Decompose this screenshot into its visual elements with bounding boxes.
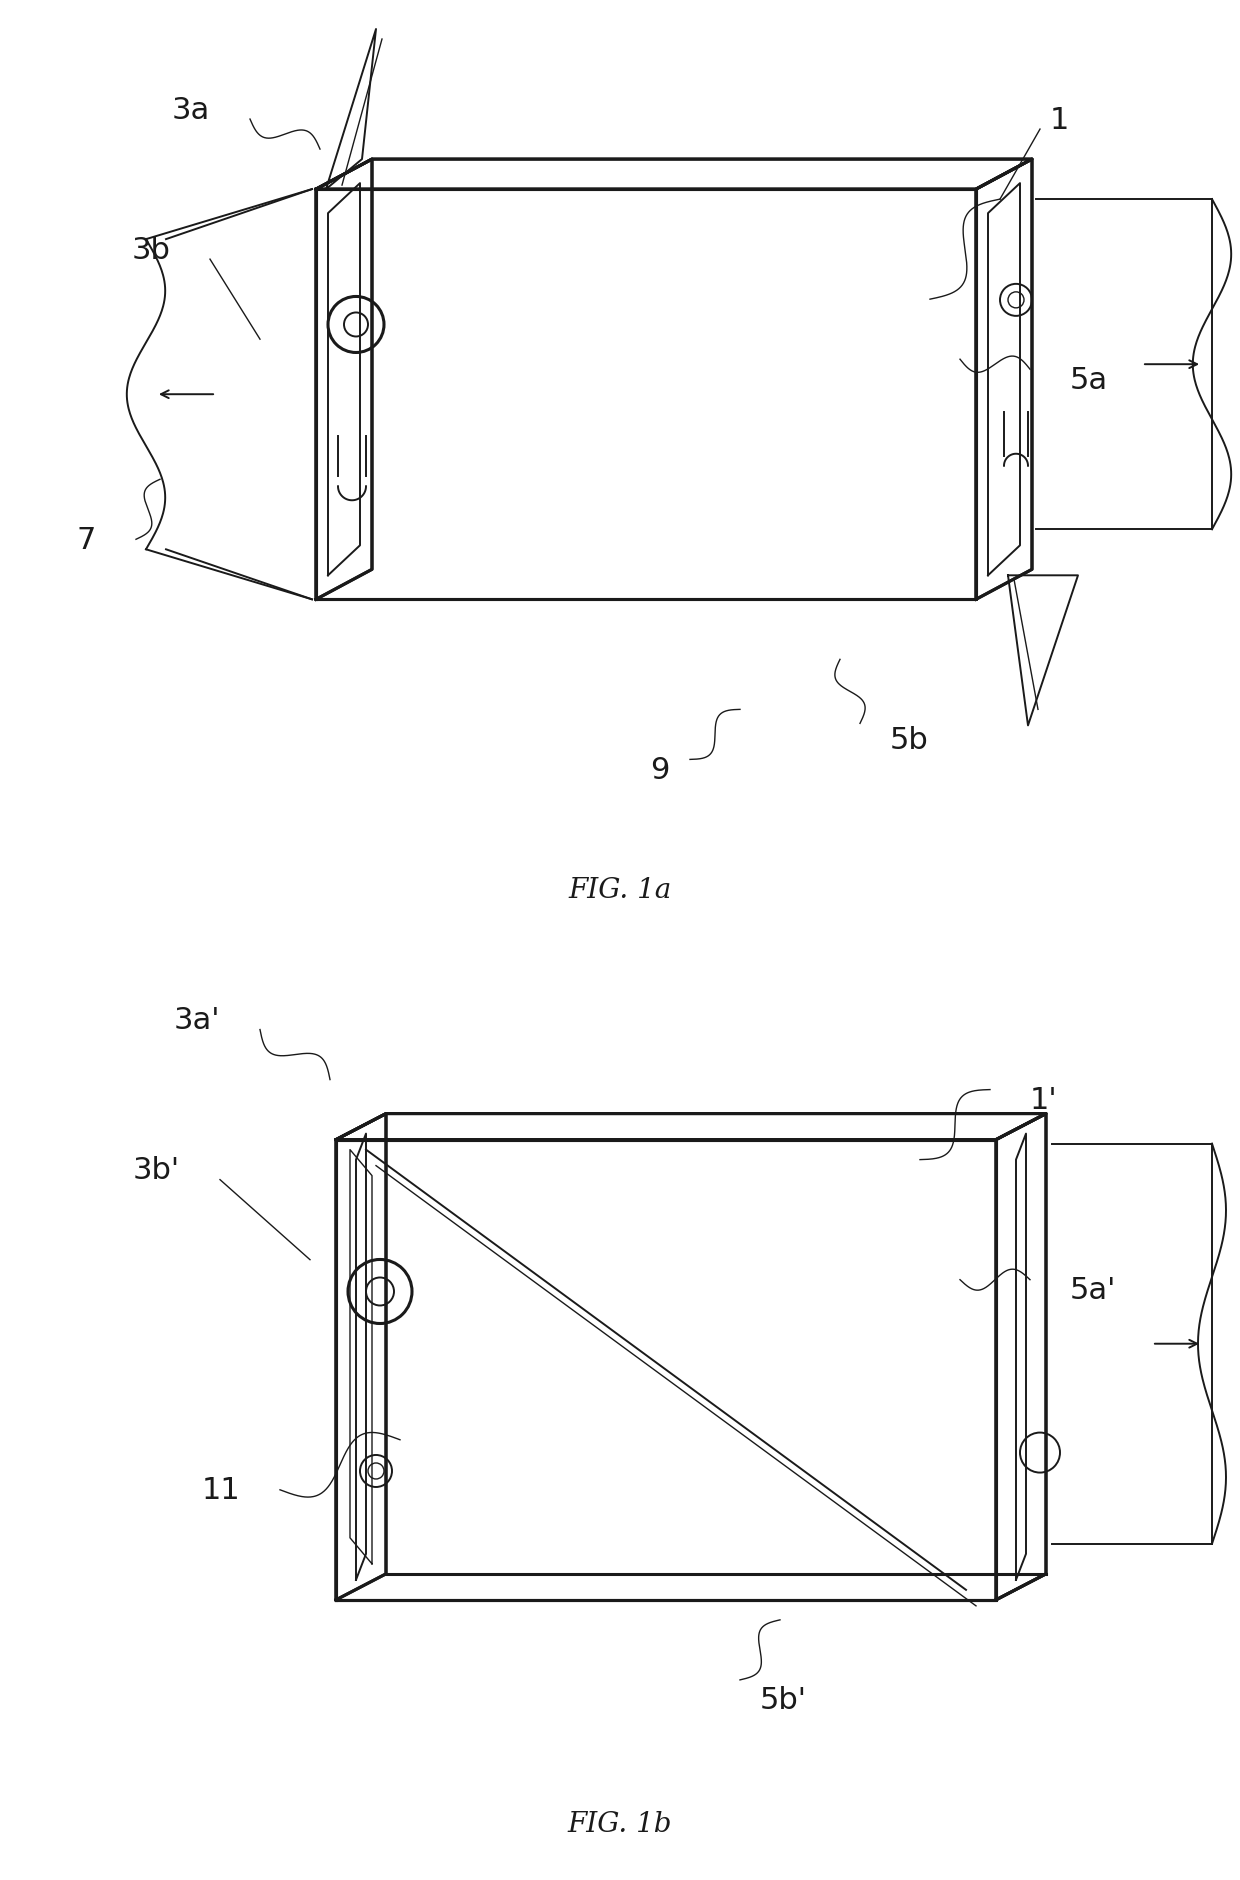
Polygon shape [326, 30, 376, 190]
Polygon shape [996, 1115, 1047, 1600]
Text: FIG. 1a: FIG. 1a [568, 876, 672, 904]
Text: 1': 1' [1030, 1085, 1058, 1115]
Text: 11: 11 [201, 1476, 241, 1504]
Polygon shape [336, 1115, 386, 1600]
Text: 7: 7 [77, 526, 95, 555]
Text: 5a: 5a [1070, 365, 1109, 395]
Text: 9: 9 [651, 756, 670, 784]
Polygon shape [316, 160, 372, 600]
Text: 1: 1 [1050, 105, 1069, 135]
Text: 3a: 3a [172, 96, 210, 124]
Polygon shape [976, 160, 1032, 600]
Text: 3a': 3a' [174, 1006, 219, 1034]
Text: 3b': 3b' [133, 1156, 180, 1184]
Text: 5b: 5b [890, 726, 929, 754]
Text: FIG. 1b: FIG. 1b [568, 1810, 672, 1837]
Text: 3b: 3b [131, 235, 170, 265]
Polygon shape [336, 1115, 1047, 1139]
Polygon shape [336, 1139, 996, 1600]
Text: 5b': 5b' [760, 1686, 807, 1715]
Polygon shape [316, 190, 976, 600]
Text: 5a': 5a' [1070, 1275, 1116, 1305]
Polygon shape [1008, 575, 1078, 726]
Polygon shape [316, 160, 1032, 190]
